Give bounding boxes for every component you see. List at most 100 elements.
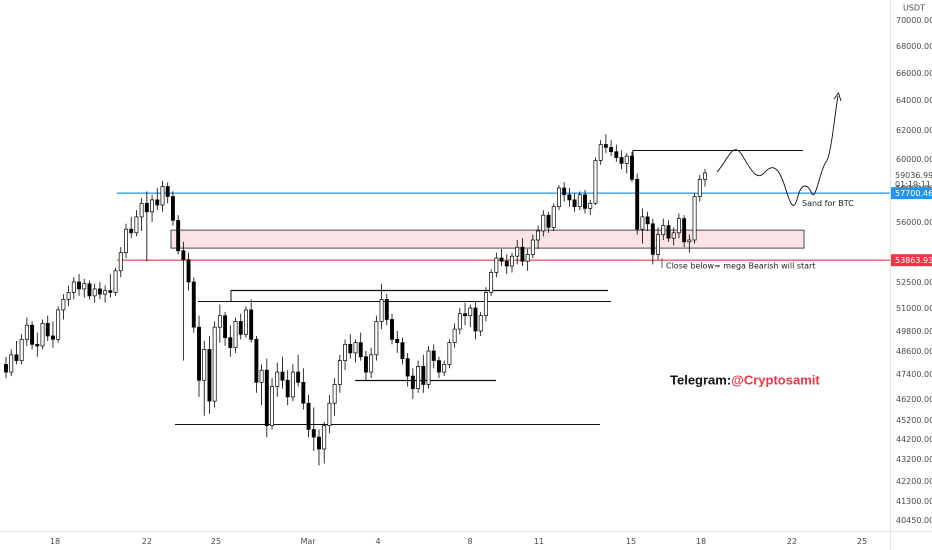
candle-bear xyxy=(97,288,102,295)
candle-bear xyxy=(170,196,175,221)
candle-bull xyxy=(525,254,530,262)
price-tick-label: 62000.00 xyxy=(896,126,932,135)
candle-bear xyxy=(431,350,436,361)
candle-bear xyxy=(400,342,405,360)
candle-bull xyxy=(82,283,87,290)
candle-bull xyxy=(676,218,681,234)
price-tick-label: 64000.00 xyxy=(896,96,932,105)
candle-bull xyxy=(442,364,447,373)
candle-bear xyxy=(155,199,160,206)
candle-bear xyxy=(630,155,634,180)
candle-bull xyxy=(275,371,280,387)
price-tick-label: 46200.00 xyxy=(896,395,932,404)
price-tick-label: 40450.00 xyxy=(896,516,932,525)
candle-bull xyxy=(337,360,342,385)
red-level-note: Close below= mega Bearish will start xyxy=(666,262,815,271)
candle-bear xyxy=(301,381,306,404)
candle-bull xyxy=(259,369,264,383)
candle-bull xyxy=(322,425,327,450)
candle-bull xyxy=(212,326,217,402)
candle-bear xyxy=(572,199,577,208)
candle-bear xyxy=(285,379,290,398)
candle-bear xyxy=(176,219,181,252)
candle-bear xyxy=(614,151,619,158)
candle-bull xyxy=(556,187,561,208)
candle-bear xyxy=(77,281,81,290)
candle-bull xyxy=(217,315,222,328)
candle-bear xyxy=(603,144,608,148)
candle-bear xyxy=(280,371,285,381)
candle-bear xyxy=(317,436,321,450)
candle-bear xyxy=(520,246,525,262)
candle-bull xyxy=(593,160,598,204)
candle-bear xyxy=(390,319,394,340)
projected-path xyxy=(716,95,839,206)
candle-bear xyxy=(165,186,170,197)
candle-bull xyxy=(113,270,118,293)
candle-bull xyxy=(510,255,514,267)
candle-bull xyxy=(530,239,535,255)
price-tick-label: 51000.00 xyxy=(896,304,932,313)
candle-bear xyxy=(4,364,8,373)
candle-bear xyxy=(50,335,55,340)
candle-bear xyxy=(238,321,243,335)
time-tick-label: 8 xyxy=(467,537,472,546)
candles xyxy=(4,134,707,466)
candle-bear xyxy=(645,216,650,225)
candle-bull xyxy=(353,342,358,354)
candle-bear xyxy=(473,307,478,332)
candle-bear xyxy=(35,343,40,347)
candle-bull xyxy=(468,307,473,317)
candle-bull xyxy=(671,232,676,239)
candle-bull xyxy=(24,324,29,340)
candle-bear xyxy=(546,214,551,228)
candle-bear xyxy=(228,337,233,349)
candle-bear xyxy=(421,365,426,385)
candle-bull xyxy=(233,321,238,349)
candle-bear xyxy=(296,371,301,383)
current-price-text: 59036.99 xyxy=(895,171,932,180)
red-price-tag: 53863.93 xyxy=(891,254,932,267)
support-zone xyxy=(170,229,805,249)
candle-bull xyxy=(483,292,488,317)
candle-bull xyxy=(457,313,462,330)
time-tick-label: 15 xyxy=(626,537,636,546)
price-tick-label: 45200.00 xyxy=(896,416,932,425)
candle-bear xyxy=(619,157,624,164)
candle-bear xyxy=(223,315,228,339)
candle-bull xyxy=(369,354,374,373)
candle-bull xyxy=(624,155,629,164)
candle-bear xyxy=(181,250,186,260)
candle-bear xyxy=(562,187,567,196)
blue-level-note: Sand for BTC xyxy=(802,199,854,208)
candle-bull xyxy=(494,257,499,273)
candle-bear xyxy=(306,402,311,430)
candle-bear xyxy=(363,356,368,373)
candle-bear xyxy=(583,194,587,209)
candle-bear xyxy=(207,348,212,402)
candle-bear xyxy=(682,218,687,243)
candle-bear xyxy=(567,194,572,201)
candle-bull xyxy=(139,202,144,218)
candle-bull xyxy=(124,228,128,253)
red-price-tag-box xyxy=(891,254,932,267)
time-tick-label: 4 xyxy=(375,537,380,546)
current-price-label: 59036.99 01:19:11 xyxy=(895,171,932,189)
price-tick-label: 66000.00 xyxy=(896,69,932,78)
candle-bull xyxy=(541,214,546,232)
candle-bear xyxy=(30,324,35,345)
candle-bull xyxy=(515,246,520,257)
time-tick-label: 18 xyxy=(50,537,60,546)
price-tick-label: 43200.00 xyxy=(896,455,932,464)
candle-bear xyxy=(186,259,191,283)
candle-bear xyxy=(666,225,671,239)
candle-bull xyxy=(536,230,541,241)
candle-bear xyxy=(14,354,19,361)
candle-bull xyxy=(452,328,457,344)
candle-bear xyxy=(463,313,467,317)
candle-bull xyxy=(327,402,332,427)
candle-bull xyxy=(56,309,61,340)
time-tick-label: Mar xyxy=(300,537,316,546)
candle-bull xyxy=(270,386,274,427)
